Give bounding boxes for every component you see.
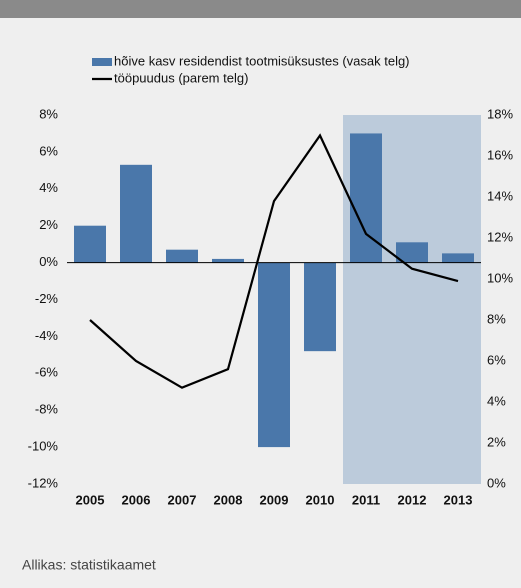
legend-label: tööpuudus (parem telg): [114, 70, 248, 85]
bar: [120, 164, 152, 263]
x-tick-label: 2013: [444, 492, 473, 507]
y-tick-label: 0%: [39, 254, 58, 269]
bar: [442, 253, 474, 263]
bar: [396, 242, 428, 263]
y-tick-label: 8%: [39, 106, 58, 121]
x-tick-label: 2008: [214, 492, 243, 507]
bar: [212, 258, 244, 263]
y2-tick-label: 0%: [487, 475, 506, 490]
y2-tick-label: 2%: [487, 434, 506, 449]
x-tick-label: 2005: [76, 492, 105, 507]
y2-tick-label: 8%: [487, 311, 506, 326]
y2-tick-label: 4%: [487, 393, 506, 408]
x-tick-label: 2009: [260, 492, 289, 507]
y-tick-label: -8%: [35, 402, 59, 417]
bar: [166, 249, 198, 263]
y2-tick-label: 6%: [487, 352, 506, 367]
y2-tick-label: 12%: [487, 229, 513, 244]
header-bar: [0, 0, 521, 18]
y2-tick-label: 18%: [487, 106, 513, 121]
y-tick-label: 6%: [39, 143, 58, 158]
x-tick-label: 2006: [122, 492, 151, 507]
bar: [304, 262, 336, 352]
y-tick-label: 2%: [39, 217, 58, 232]
y-tick-label: -2%: [35, 291, 59, 306]
x-tick-label: 2010: [306, 492, 335, 507]
x-tick-label: 2007: [168, 492, 197, 507]
y2-tick-label: 16%: [487, 147, 513, 162]
y2-tick-label: 14%: [487, 188, 513, 203]
y2-tick-label: 10%: [487, 270, 513, 285]
y-tick-label: -12%: [28, 475, 59, 490]
bar: [74, 225, 106, 263]
y-tick-label: -6%: [35, 365, 59, 380]
y-tick-label: 4%: [39, 180, 58, 195]
y-tick-label: -4%: [35, 328, 59, 343]
y-tick-label: -10%: [28, 439, 59, 454]
source: Allikas: statistikaamet: [22, 557, 156, 573]
legend-swatch: [92, 58, 112, 66]
bar: [258, 262, 290, 448]
x-tick-label: 2011: [352, 492, 380, 507]
line: [89, 133, 459, 389]
legend-label: hõive kasv residendist tootmisüksustes (…: [114, 53, 410, 68]
x-tick-label: 2012: [398, 492, 427, 507]
